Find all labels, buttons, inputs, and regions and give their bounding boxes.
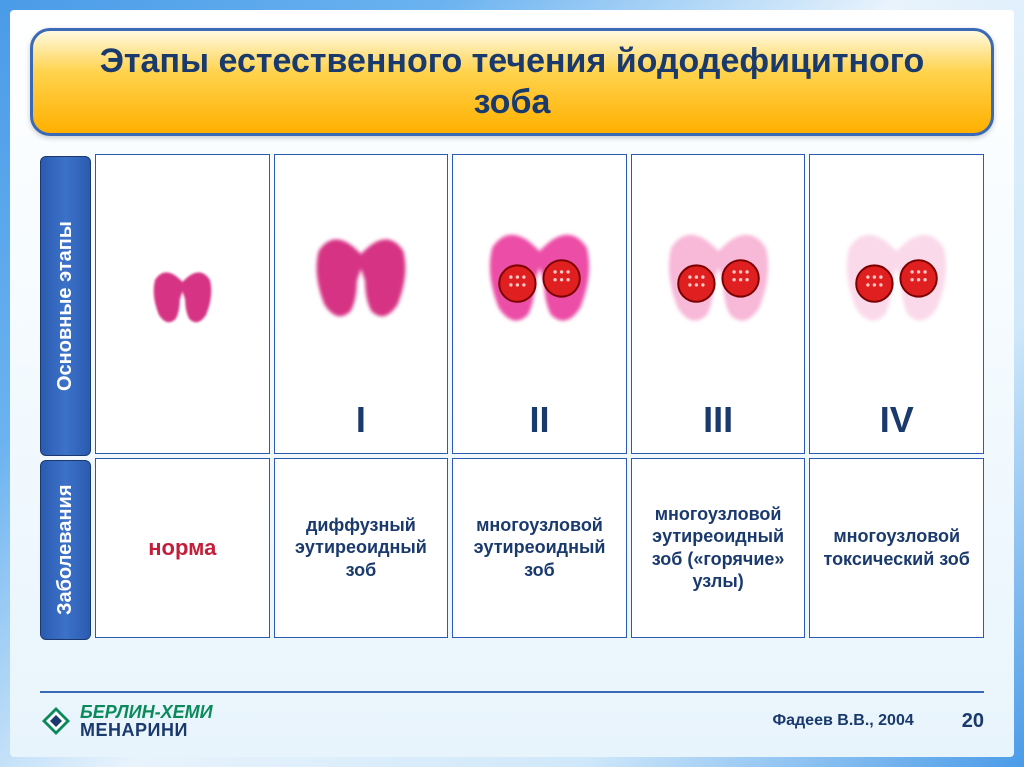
disease-cell-2: многоузловой эутиреоидный зоб	[452, 458, 627, 638]
disease-cell-4: многоузловой токсический зоб	[809, 458, 984, 638]
logo-text: БЕРЛИН-ХЕМИ МЕНАРИНИ	[80, 703, 213, 739]
stage-number: I	[356, 399, 366, 441]
stage-number: II	[529, 399, 549, 441]
row-label-stages: Основные этапы	[40, 156, 91, 456]
stage-number: III	[703, 399, 733, 441]
logo-line2: МЕНАРИНИ	[80, 721, 213, 739]
thyroid-icon	[468, 203, 611, 346]
disease-cell-3: многоузловой эутиреоидный зоб («горячие»…	[631, 458, 806, 638]
footer-right: Фадеев В.В., 2004 20	[772, 710, 984, 733]
stage-cell-3: III	[631, 154, 806, 454]
thyroid-illustration	[468, 163, 611, 387]
disease-label: многоузловой эутиреоидный зоб («горячие»…	[640, 503, 797, 593]
row-label-diseases: Заболевания	[40, 460, 91, 640]
title-bar: Этапы естественного течения йододефицитн…	[30, 28, 994, 136]
logo-block: БЕРЛИН-ХЕМИ МЕНАРИНИ	[40, 703, 213, 739]
thyroid-icon	[647, 203, 790, 346]
page-number: 20	[962, 710, 984, 733]
stage-cell-1: I	[274, 154, 449, 454]
disease-label: многоузловой эутиреоидный зоб	[461, 514, 618, 582]
thyroid-illustration	[647, 163, 790, 387]
thyroid-icon	[141, 254, 224, 337]
disease-label: норма	[148, 534, 216, 562]
disease-cell-1: диффузный эутиреоидный зоб	[274, 458, 449, 638]
slide: Этапы естественного течения йододефицитн…	[10, 10, 1014, 757]
thyroid-illustration	[297, 163, 425, 387]
row-labels: Основные этапы Заболевания	[40, 154, 95, 642]
slide-title: Этапы естественного течения йододефицитн…	[63, 41, 961, 123]
stage-cell-4: IV	[809, 154, 984, 454]
footer: БЕРЛИН-ХЕМИ МЕНАРИНИ Фадеев В.В., 2004 2…	[40, 691, 984, 739]
disease-label: диффузный эутиреоидный зоб	[283, 514, 440, 582]
thyroid-icon	[825, 203, 968, 346]
thyroid-illustration	[141, 163, 224, 429]
thyroid-icon	[297, 211, 425, 339]
stage-number: IV	[880, 399, 914, 441]
logo-line1: БЕРЛИН-ХЕМИ	[80, 703, 213, 721]
stage-cell-0	[95, 154, 270, 454]
disease-label: многоузловой токсический зоб	[818, 525, 975, 570]
stages-grid: I II	[95, 154, 984, 642]
stage-cell-2: II	[452, 154, 627, 454]
disease-cell-0: норма	[95, 458, 270, 638]
citation: Фадеев В.В., 2004	[772, 712, 913, 730]
thyroid-illustration	[825, 163, 968, 387]
content-grid: Основные этапы Заболевания I	[40, 154, 984, 642]
logo-icon	[40, 705, 72, 737]
